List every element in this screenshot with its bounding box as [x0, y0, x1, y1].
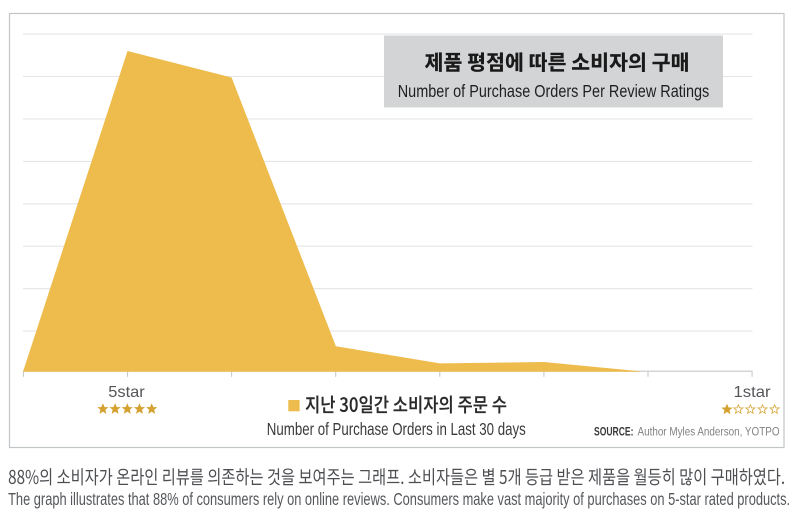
svg-text:Number of Purchase Orders in L: Number of Purchase Orders in Last 30 day… — [267, 419, 526, 439]
svg-text:1star: 1star — [734, 384, 772, 401]
svg-text:The graph illustrates that 88%: The graph illustrates that 88% of consum… — [8, 489, 790, 509]
svg-text:Author Myles Anderson, YOTPO: Author Myles Anderson, YOTPO — [638, 424, 780, 438]
svg-text:Number of Purchase Orders Per: Number of Purchase Orders Per Review Rat… — [398, 81, 710, 101]
svg-text:5star: 5star — [108, 384, 145, 401]
svg-text:SOURCE:: SOURCE: — [594, 424, 634, 438]
